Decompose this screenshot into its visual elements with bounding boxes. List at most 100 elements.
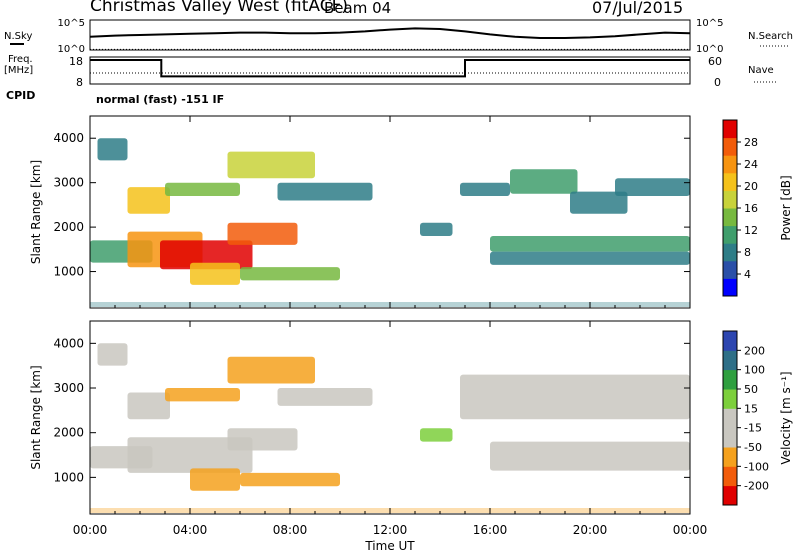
freq-panel-frame [89,56,691,85]
power-patch [190,262,240,285]
velocity-colorbar-tick-label: 100 [744,364,765,377]
velocity-patch [240,472,340,487]
velocity-patch [127,392,170,420]
time-tick-label: 00:00 [73,523,108,537]
power-patch [510,169,578,194]
time-tick-label: 08:00 [273,523,308,537]
power-patch [277,182,373,201]
velocity-patch [227,428,298,451]
freq-tick-top: 18 [69,55,83,68]
noise-panel-frame [89,19,691,51]
velocity-patch [277,388,373,406]
power-patch [490,236,690,252]
freq-label: Freq. [8,54,33,65]
velocity-colorbar-tick-label: -200 [744,480,769,493]
power-colorbar-tick-label: 4 [744,268,751,281]
velocity-ytick-label: 4000 [53,336,84,350]
time-tick-label: 16:00 [473,523,508,537]
power-patch [460,182,510,196]
time-tick-label: 00:00 [673,523,708,537]
power-patch [227,222,298,245]
velocity-colorbar-swatch [723,427,737,448]
noise-tick-top: 10^5 [58,18,85,29]
velocity-patch [490,441,690,471]
velocity-colorbar-tick-label: -50 [744,441,762,454]
velocity-colorbar-frame [722,330,738,506]
power-colorbar-tick-label: 16 [744,202,758,215]
time-axis-label: Time UT [364,539,415,553]
velocity-ytick-label: 2000 [53,426,84,440]
power-patch [127,187,170,214]
noise-tick-bottom: 10^0 [58,44,85,55]
power-patch [490,251,690,265]
cpid-text: normal (fast) -151 IF [96,93,225,106]
power-colorbar-swatch [723,260,737,279]
time-tick-label: 04:00 [173,523,208,537]
velocity-patch [97,343,128,366]
power-colorbar-swatch [723,190,737,209]
velocity-ytick-label: 3000 [53,381,84,395]
cpid-label: CPID [6,89,36,102]
date-label: 07/Jul/2015 [592,0,684,17]
velocity-colorbar-tick-label: -100 [744,460,769,473]
power-colorbar-tick-label: 20 [744,180,758,193]
velocity-colorbar-label: Velocity [m s⁻¹] [779,371,793,464]
velocity-colorbar-swatch [723,389,737,409]
power-patch [615,178,690,196]
power-colorbar-swatch [723,120,737,139]
nave-tick-bottom: 0 [714,76,721,89]
station-title: Christmas Valley West (fitACF) [90,0,349,16]
power-patch [240,267,340,281]
power-patch [165,182,240,196]
freq-line [90,59,690,78]
velocity-patch [420,428,453,442]
power-colorbar-swatch [723,278,737,297]
noise-tick-top-right: 10^5 [696,18,723,29]
noise-tick-bottom-right: 10^0 [696,44,723,55]
power-ytick-label: 4000 [53,131,84,145]
velocity-colorbar-swatch [723,408,737,429]
velocity-patch [460,374,690,420]
nave-tick-top: 60 [708,55,722,68]
noise-sky-line [89,27,691,39]
velocity-colorbar-tick-label: 200 [744,344,765,357]
velocity-patch [190,468,240,491]
nsearch-label: N.Search [748,31,794,42]
velocity-patch [127,437,253,473]
freq-tick-bottom: 8 [76,76,83,89]
power-patch [420,222,453,236]
power-colorbar-swatch [723,137,737,156]
power-colorbar-swatch [723,208,737,227]
nave-label: Nave [748,65,774,76]
velocity-colorbar-swatch [723,466,737,487]
power-colorbar-swatch [723,172,737,191]
velocity-colorbar-swatch [723,350,737,371]
power-colorbar-tick-label: 8 [744,246,751,259]
power-colorbar-label: Power [dB] [779,175,793,240]
velocity-colorbar-tick-label: 15 [744,402,758,415]
time-tick-label: 12:00 [373,523,408,537]
time-tick-label: 20:00 [573,523,608,537]
beam-label: Beam 04 [324,0,392,17]
power-ytick-label: 3000 [53,176,84,190]
velocity-ytick-label: 1000 [53,470,84,484]
velocity-patch [227,356,315,384]
power-colorbar-swatch [723,243,737,262]
power-colorbar-tick-label: 28 [744,136,758,149]
velocity-colorbar-swatch [723,369,737,390]
power-ylabel: Slant Range [km] [29,160,43,264]
velocity-colorbar-swatch [723,331,737,351]
nsky-label: N.Sky [4,31,33,42]
power-colorbar-swatch [723,225,737,244]
power-colorbar-tick-label: 12 [744,224,758,237]
power-colorbar-tick-label: 24 [744,158,758,171]
power-patch [570,191,628,214]
power-ytick-label: 2000 [53,220,84,234]
velocity-colorbar-tick-label: -15 [744,422,762,435]
velocity-ylabel: Slant Range [km] [29,365,43,469]
power-patch [227,151,315,179]
power-colorbar-swatch [723,155,737,174]
power-patch [160,240,253,270]
